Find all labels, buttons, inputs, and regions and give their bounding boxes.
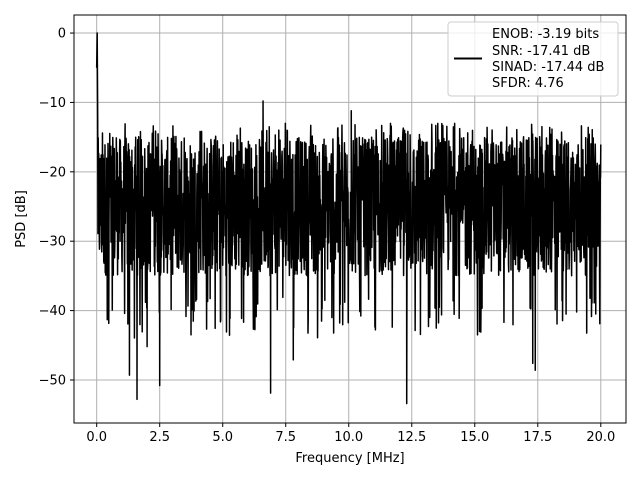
y-tick-label: −30	[39, 235, 66, 250]
legend-box	[447, 21, 619, 97]
legend-enob: ENOB: -3.19 bits	[492, 27, 599, 42]
legend-snr: SNR: -17.41 dB	[492, 44, 590, 59]
y-tick-label: −50	[39, 373, 66, 388]
x-tick-label: 5.0	[212, 430, 233, 445]
psd-trace-line	[95, 32, 602, 405]
x-axis-label: Frequency [MHz]	[295, 451, 404, 466]
y-tick-label: −20	[39, 165, 66, 180]
x-tick-label: 10.0	[334, 430, 363, 445]
x-tick-label: 0.0	[86, 430, 107, 445]
legend: ENOB: -3.19 bits SNR: -17.41 dB SINAD: -…	[447, 21, 619, 97]
x-axis-ticks: 0.0 2.5 5.0 7.5 10.0 12.5 15.0 17.5 20.0	[86, 423, 615, 445]
y-axis-label: PSD [dB]	[14, 190, 29, 248]
plot-frame	[73, 14, 627, 424]
x-tick-label: 12.5	[397, 430, 426, 445]
legend-sfdr: SFDR: 4.76	[492, 76, 564, 91]
x-tick-label: 17.5	[523, 430, 552, 445]
y-tick-label: −10	[39, 96, 66, 111]
y-tick-label: 0	[58, 27, 66, 42]
x-tick-label: 20.0	[586, 430, 615, 445]
psd-trace	[95, 32, 602, 405]
y-tick-label: −40	[39, 304, 66, 319]
legend-sinad: SINAD: -17.44 dB	[492, 60, 604, 75]
y-axis-ticks: 0 −10 −20 −30 −40 −50	[39, 27, 74, 388]
x-tick-label: 2.5	[149, 430, 170, 445]
x-tick-label: 15.0	[460, 430, 489, 445]
x-tick-label: 7.5	[275, 430, 296, 445]
